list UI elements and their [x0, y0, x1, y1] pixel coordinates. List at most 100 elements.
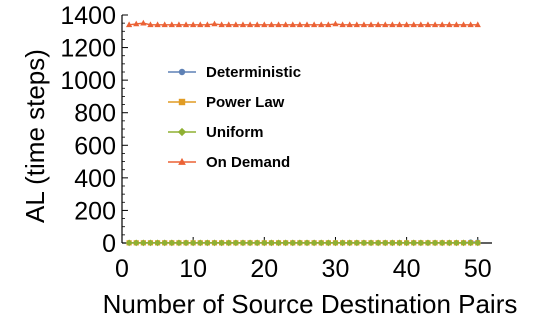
x-tick-label: 10	[179, 255, 207, 283]
series-on-demand	[125, 19, 481, 28]
data-point	[332, 20, 339, 27]
data-point	[261, 21, 268, 28]
data-point	[239, 21, 247, 28]
data-point	[139, 239, 147, 247]
data-point	[289, 21, 296, 28]
legend-item: Deterministic	[168, 64, 301, 81]
data-point	[246, 239, 254, 247]
data-point	[396, 21, 403, 28]
data-point	[410, 239, 418, 247]
series-layer	[125, 19, 482, 247]
data-point	[196, 239, 204, 247]
data-point	[132, 239, 140, 247]
data-point	[197, 21, 204, 28]
data-point	[147, 21, 154, 28]
data-point	[438, 239, 446, 247]
data-point	[125, 21, 133, 28]
data-point	[474, 21, 481, 28]
data-point	[133, 20, 140, 27]
data-point	[275, 21, 282, 28]
data-point	[346, 239, 354, 247]
legend-label: On Demand	[206, 154, 290, 171]
x-tick-label: 40	[393, 255, 421, 283]
legend-item: Power Law	[168, 94, 285, 111]
data-point	[268, 239, 275, 247]
y-tick-label: 400	[74, 165, 116, 193]
series-line	[129, 22, 478, 26]
data-point	[239, 239, 247, 247]
y-tick-label: 0	[102, 230, 116, 258]
data-point	[161, 21, 168, 28]
series-uniform	[125, 239, 482, 247]
data-point	[204, 21, 211, 28]
data-point	[310, 239, 318, 247]
data-point	[445, 239, 453, 247]
y-tick-label: 800	[74, 100, 116, 128]
data-point	[218, 21, 225, 28]
data-point	[225, 239, 233, 247]
data-point	[140, 19, 147, 26]
legend-item: Uniform	[168, 124, 264, 141]
data-point	[446, 21, 453, 28]
legend-item: On Demand	[168, 154, 290, 171]
data-point	[382, 21, 389, 28]
legend-swatch-marker	[178, 68, 186, 76]
data-point	[374, 239, 382, 247]
data-point	[460, 239, 467, 247]
data-point	[282, 21, 289, 28]
x-tick-label: 50	[464, 255, 492, 283]
data-point	[467, 21, 474, 28]
legend-swatch-marker	[178, 98, 186, 106]
legend-label: Deterministic	[206, 64, 301, 81]
data-point	[296, 239, 304, 247]
data-point	[439, 21, 446, 28]
axes: 0 10 20 30 40 50 0 200 400 600 800 1000 1200 1400	[60, 2, 492, 283]
data-point	[225, 21, 232, 28]
x-tick-label: 20	[250, 255, 278, 283]
data-point	[232, 239, 240, 247]
data-point	[232, 21, 239, 28]
data-point	[282, 239, 290, 247]
data-point	[381, 239, 389, 247]
data-point	[360, 239, 368, 247]
data-point	[168, 21, 175, 28]
y-tick-label: 600	[74, 132, 116, 160]
data-point	[168, 239, 176, 247]
data-point	[268, 21, 275, 28]
data-point	[403, 21, 410, 28]
data-point	[182, 239, 190, 247]
data-point	[154, 239, 161, 247]
legend: Deterministic Power Law Uniform On Demand	[168, 64, 301, 171]
data-point	[460, 21, 467, 28]
data-point	[453, 239, 460, 247]
legend-swatch-marker	[177, 127, 187, 137]
x-tick-label: 0	[115, 255, 129, 283]
x-tick-label: 30	[322, 255, 350, 283]
data-point	[147, 239, 154, 247]
data-point	[353, 239, 361, 247]
data-point	[260, 239, 268, 247]
data-point	[275, 239, 282, 247]
y-tick-label: 1400	[60, 2, 116, 30]
data-point	[424, 21, 432, 28]
y-tick-label: 200	[74, 197, 116, 225]
data-point	[417, 239, 425, 247]
data-point	[303, 239, 311, 247]
data-point	[246, 21, 254, 28]
data-point	[403, 239, 410, 247]
data-point	[175, 239, 183, 247]
data-point	[431, 21, 439, 28]
data-point	[353, 21, 360, 28]
legend-label: Uniform	[206, 124, 264, 141]
data-point	[339, 21, 346, 28]
data-point	[204, 239, 211, 247]
y-tick-label: 1200	[60, 35, 116, 63]
data-point	[410, 21, 417, 28]
data-point	[332, 239, 339, 247]
data-point	[324, 239, 332, 247]
data-point	[389, 21, 396, 28]
data-point	[211, 20, 218, 27]
data-point	[289, 239, 297, 247]
data-point	[182, 21, 190, 28]
